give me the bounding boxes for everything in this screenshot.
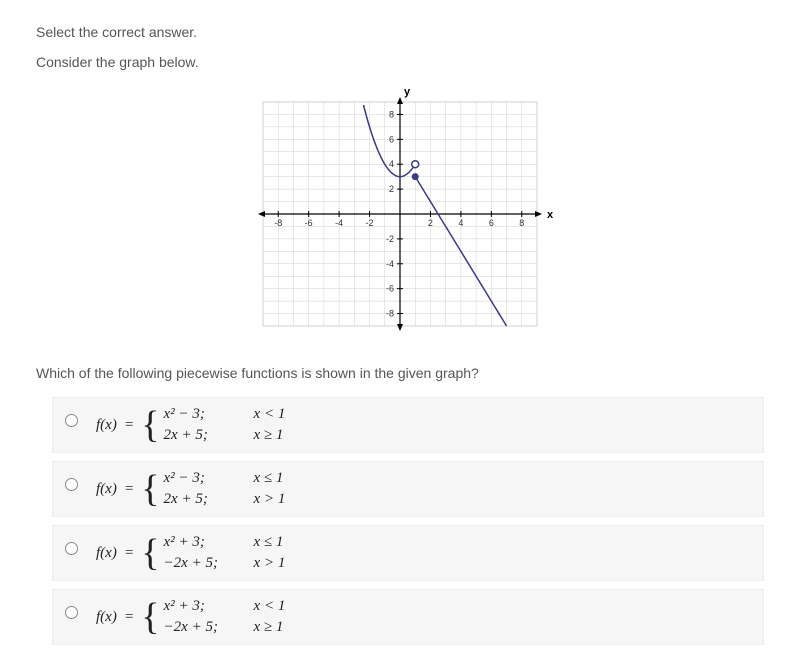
case1-condition: x < 1 [254,598,286,615]
case2-expression: 2x + 5; [164,491,236,508]
radio-button[interactable] [65,542,78,555]
equals-sign: = [125,417,133,434]
case2-expression: −2x + 5; [164,555,236,572]
svg-text:2: 2 [428,218,433,228]
fx-label: f(x) [96,545,117,562]
fx-label: f(x) [96,481,117,498]
brace-icon: { [141,473,159,505]
options-list: f(x)={x² − 3;x < 12x + 5;x ≥ 1f(x)={x² −… [36,397,764,645]
option-2[interactable]: f(x) = { x² − 3; x ≤ 1 2x + 5; x > 1 [52,461,764,517]
equals-sign: = [125,545,133,562]
svg-text:4: 4 [389,159,394,169]
case-row-2: 2x + 5; x ≥ 1 [164,427,286,444]
brace-icon: { [141,537,159,569]
option-4[interactable]: f(x) = { x² + 3; x < 1 −2x + 5; x ≥ 1 [52,589,764,645]
piecewise-expression: f(x) = { x² + 3; x ≤ 1 −2x + 5; x > 1 [96,534,285,572]
svg-text:-6: -6 [386,284,394,294]
svg-text:-8: -8 [386,309,394,319]
svg-text:-4: -4 [386,259,394,269]
case1-expression: x² + 3; [164,598,236,615]
svg-text:6: 6 [389,134,394,144]
equals-sign: = [125,609,133,626]
instruction-text: Select the correct answer. [36,24,764,40]
svg-text:-6: -6 [305,218,313,228]
svg-text:x: x [547,209,554,221]
piecewise-expression: f(x) = { x² − 3; x ≤ 1 2x + 5; x > 1 [96,470,285,508]
svg-text:8: 8 [389,109,394,119]
svg-text:2: 2 [389,184,394,194]
option-3[interactable]: f(x) = { x² + 3; x ≤ 1 −2x + 5; x > 1 [52,525,764,581]
brace-icon: { [141,601,159,633]
case2-condition: x ≥ 1 [254,427,284,444]
cases: x² − 3; x < 1 2x + 5; x ≥ 1 [164,406,286,444]
svg-text:-2: -2 [386,234,394,244]
case-row-1: x² − 3; x ≤ 1 [164,470,286,487]
case-row-2: −2x + 5; x ≥ 1 [164,619,286,636]
svg-text:6: 6 [489,218,494,228]
case1-expression: x² − 3; [164,406,236,423]
graph-container: -8 -6 -4 -2 2 4 6 8 -8 -6 -4 -2 2 4 6 8 x y [36,84,764,347]
svg-text:-8: -8 [274,218,282,228]
svg-text:-2: -2 [366,218,374,228]
fx-label: f(x) [96,609,117,626]
case2-condition: x > 1 [254,491,286,508]
case2-condition: x ≥ 1 [254,619,284,636]
case-row-1: x² + 3; x ≤ 1 [164,534,286,551]
case2-condition: x > 1 [254,555,286,572]
case-row-1: x² − 3; x < 1 [164,406,286,423]
case2-expression: −2x + 5; [164,619,236,636]
svg-text:4: 4 [458,218,463,228]
cases: x² + 3; x < 1 −2x + 5; x ≥ 1 [164,598,286,636]
piecewise-expression: f(x) = { x² − 3; x < 1 2x + 5; x ≥ 1 [96,406,285,444]
radio-button[interactable] [65,478,78,491]
brace-icon: { [141,409,159,441]
case2-expression: 2x + 5; [164,427,236,444]
piecewise-expression: f(x) = { x² + 3; x < 1 −2x + 5; x ≥ 1 [96,598,285,636]
case1-expression: x² − 3; [164,470,236,487]
graph-svg: -8 -6 -4 -2 2 4 6 8 -8 -6 -4 -2 2 4 6 8 x y [245,84,555,344]
cases: x² − 3; x ≤ 1 2x + 5; x > 1 [164,470,286,508]
case-row-1: x² + 3; x < 1 [164,598,286,615]
case1-condition: x < 1 [254,406,286,423]
context-text: Consider the graph below. [36,54,764,70]
svg-text:-4: -4 [335,218,343,228]
option-1[interactable]: f(x) = { x² − 3; x < 1 2x + 5; x ≥ 1 [52,397,764,453]
equals-sign: = [125,481,133,498]
question-text: Which of the following piecewise functio… [36,365,764,381]
case-row-2: −2x + 5; x > 1 [164,555,286,572]
cases: x² + 3; x ≤ 1 −2x + 5; x > 1 [164,534,286,572]
radio-button[interactable] [65,414,78,427]
case1-expression: x² + 3; [164,534,236,551]
case1-condition: x ≤ 1 [254,534,284,551]
case-row-2: 2x + 5; x > 1 [164,491,286,508]
svg-text:8: 8 [519,218,524,228]
case1-condition: x ≤ 1 [254,470,284,487]
fx-label: f(x) [96,417,117,434]
svg-text:y: y [404,86,411,98]
radio-button[interactable] [65,606,78,619]
